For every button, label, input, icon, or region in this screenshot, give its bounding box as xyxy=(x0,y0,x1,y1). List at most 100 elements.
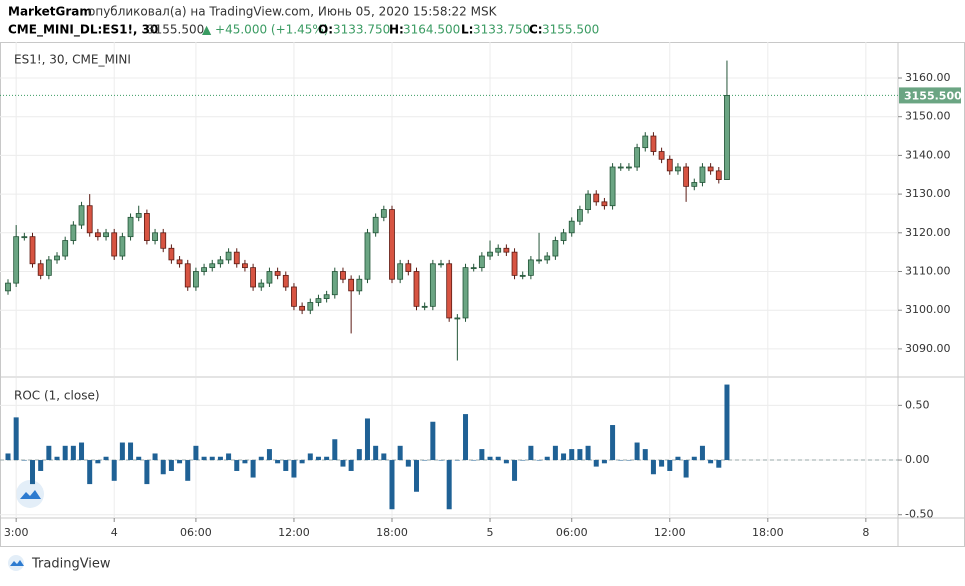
candle-body xyxy=(544,255,551,261)
bar xyxy=(54,456,60,461)
plot-layer xyxy=(5,60,730,510)
candle-body xyxy=(593,193,600,203)
candle-body xyxy=(438,263,444,266)
bar xyxy=(438,460,444,461)
candle-body xyxy=(634,147,640,168)
ohlc-value: 3155.500 xyxy=(542,23,599,37)
bar xyxy=(585,445,591,461)
y-tick-label: 3120.00 xyxy=(905,226,951,239)
candle-body xyxy=(225,251,232,261)
ohlc-label: O: xyxy=(318,23,333,37)
bar xyxy=(528,445,534,461)
candle-body xyxy=(307,302,314,311)
bar xyxy=(405,460,411,467)
bar xyxy=(577,449,583,461)
candle-body xyxy=(299,305,306,311)
bar xyxy=(13,417,19,461)
bar xyxy=(471,460,477,461)
y-tick-label: 3160.00 xyxy=(905,71,951,84)
roc-logo xyxy=(16,480,44,508)
ohlc-value: 3133.750 xyxy=(473,23,530,37)
candle-body xyxy=(54,255,60,261)
candle-body xyxy=(5,282,11,292)
candle-body xyxy=(560,232,567,241)
candle-body xyxy=(176,259,183,265)
candle-body xyxy=(160,232,167,249)
bar xyxy=(561,453,567,461)
footer-logo xyxy=(8,555,24,571)
last-price-label: 3155.500 xyxy=(904,89,962,102)
candle-body xyxy=(527,259,534,276)
candle-body xyxy=(364,232,371,280)
candle-body xyxy=(666,158,673,172)
candle-body xyxy=(135,213,142,218)
bar xyxy=(266,449,272,461)
candle-body xyxy=(45,259,52,276)
bar xyxy=(446,460,452,510)
candle-body xyxy=(495,247,502,253)
bar xyxy=(70,445,76,461)
candle-body xyxy=(511,251,518,276)
candle-body xyxy=(421,305,428,308)
candle-body xyxy=(94,232,101,238)
bar xyxy=(226,453,232,461)
candle-body xyxy=(103,232,109,238)
candle-body xyxy=(119,236,126,257)
candle-body xyxy=(601,201,608,207)
bar xyxy=(291,460,297,478)
candle-body xyxy=(340,271,346,280)
bar xyxy=(593,460,599,467)
bar xyxy=(62,445,68,461)
candle-body xyxy=(13,236,20,284)
ohlc-label: L: xyxy=(461,23,473,37)
bar xyxy=(626,460,632,461)
candle-body xyxy=(650,135,657,152)
bar xyxy=(152,453,158,461)
bar xyxy=(667,460,673,471)
bar xyxy=(30,460,36,485)
candle-body xyxy=(29,236,36,265)
x-tick-label: 12:00 xyxy=(654,526,686,539)
bar xyxy=(503,460,509,464)
bar xyxy=(160,460,166,475)
candle-body xyxy=(405,263,412,272)
symbol: CME_MINI_DL:ES1!, 30 xyxy=(8,23,158,38)
candle-body xyxy=(242,263,248,269)
bar xyxy=(38,460,44,471)
bar xyxy=(373,445,379,461)
candle-body xyxy=(323,294,330,299)
candle-body xyxy=(152,232,158,241)
bar xyxy=(397,445,403,461)
bar xyxy=(193,445,199,461)
author: MarketGram xyxy=(8,5,92,19)
candle-body xyxy=(724,95,730,180)
candle-body xyxy=(487,251,493,257)
bar xyxy=(364,418,370,461)
candle-body xyxy=(519,274,526,277)
candle-body xyxy=(291,286,297,307)
candle-body xyxy=(356,278,363,292)
candle-body xyxy=(201,267,207,272)
bar xyxy=(217,456,223,461)
candle-body xyxy=(331,271,338,296)
candle-body xyxy=(642,135,649,149)
candle-body xyxy=(168,247,175,261)
bar xyxy=(332,439,338,461)
candle-body xyxy=(707,166,714,172)
bar xyxy=(544,456,550,461)
bar xyxy=(618,460,624,461)
bar xyxy=(683,460,689,478)
candle-body xyxy=(462,267,469,319)
bar xyxy=(691,456,697,461)
bar xyxy=(536,460,542,461)
bar xyxy=(111,460,117,481)
bar xyxy=(324,456,330,461)
candle-body xyxy=(250,267,257,288)
y-tick-label: 3150.00 xyxy=(905,110,951,123)
candle-body xyxy=(209,263,216,269)
bar xyxy=(168,460,174,471)
candle-body xyxy=(62,240,69,257)
bar xyxy=(699,445,705,461)
x-tick-label: 18:00 xyxy=(752,526,784,539)
